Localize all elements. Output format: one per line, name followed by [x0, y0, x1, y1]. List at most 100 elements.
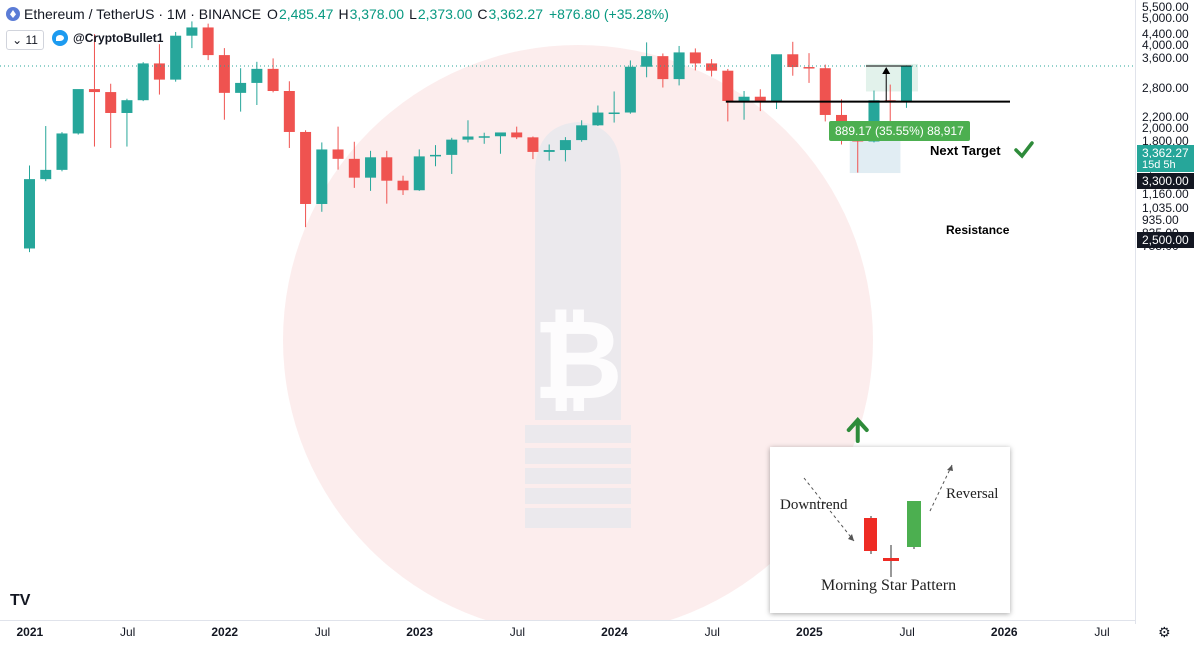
time-tick-label: 2021 — [16, 625, 44, 639]
candle-body — [868, 100, 880, 142]
open-value: 2,485.47 — [278, 6, 334, 22]
candle-body — [608, 112, 620, 115]
candle-body — [511, 132, 523, 138]
current-price-tag: 3,362.27 — [1137, 145, 1194, 161]
candle-body — [88, 89, 100, 93]
candle-body — [365, 157, 377, 178]
candle-body — [559, 140, 571, 151]
price-tick-label: 4,000.00 — [1142, 38, 1189, 53]
open-label: O — [267, 6, 278, 22]
countdown-tag: 15d 5h — [1137, 158, 1194, 172]
candle-body — [787, 54, 799, 68]
candle-body — [706, 63, 718, 71]
candle-body — [592, 112, 604, 126]
price-tick-label: 935.00 — [1142, 212, 1179, 227]
resistance-label: Resistance — [946, 223, 1010, 237]
close-label: C — [477, 6, 488, 22]
author-tag: @CryptoBullet1 — [52, 30, 163, 46]
candle-body — [170, 35, 182, 80]
candle-body — [819, 68, 831, 115]
candle-body — [137, 63, 149, 101]
candles-layer — [24, 21, 912, 253]
candle-body — [478, 136, 490, 138]
candle-body — [576, 125, 588, 141]
price-tick-label: 1,035.00 — [1142, 200, 1189, 215]
time-tick-label: 2025 — [796, 625, 823, 639]
candle-body — [251, 68, 263, 83]
time-tick-label: 2023 — [406, 625, 433, 639]
candle-body — [543, 150, 555, 152]
low-label: L — [409, 6, 417, 22]
symbol-title[interactable]: Ethereum / TetherUS · 1M · BINANCE — [24, 6, 262, 22]
author-handle: @CryptoBullet1 — [73, 31, 164, 45]
twitter-icon — [52, 30, 68, 46]
time-axis[interactable] — [0, 620, 1135, 645]
candle-body — [657, 56, 669, 80]
candle-body — [446, 139, 458, 155]
low-value: 2,373.00 — [417, 6, 473, 22]
check-icon — [1014, 141, 1034, 159]
reversal-label: Reversal — [946, 486, 999, 502]
morning-star-diagram — [803, 464, 953, 577]
candle-body — [462, 136, 474, 140]
candle-body — [300, 131, 312, 204]
time-tick-label: Jul — [899, 625, 915, 639]
candle-body — [527, 137, 539, 152]
time-tick-label: Jul — [509, 625, 526, 639]
time-tick-label: 2024 — [601, 625, 628, 639]
candle-body — [624, 66, 636, 113]
price-axis[interactable] — [1135, 0, 1200, 624]
candle-body — [722, 70, 734, 101]
price-tick-label: 5,000.00 — [1142, 11, 1189, 26]
high-label: H — [338, 6, 349, 22]
current-price-value: 3,362.27 — [1142, 146, 1189, 160]
candle-body — [121, 100, 133, 113]
candle-body — [754, 96, 766, 101]
downtrend-label: Downtrend — [780, 497, 848, 513]
pattern-title: Morning Star Pattern — [821, 577, 957, 594]
candle-body — [153, 63, 165, 80]
time-tick-label: 2022 — [211, 625, 239, 639]
time-tick-label: 2026 — [990, 625, 1018, 639]
price-tick-label: 4,400.00 — [1142, 26, 1189, 41]
change-value: +876.80 (+35.28%) — [548, 6, 669, 22]
next-target-label: Next Target — [930, 143, 1001, 158]
candle-body — [348, 158, 360, 178]
price-tick-label: 1,800.00 — [1142, 134, 1189, 149]
candle-body — [673, 52, 685, 80]
indicator-legend-toggle[interactable]: ⌄ 11 — [6, 30, 44, 50]
candle-body — [105, 92, 117, 113]
time-tick-label: Jul — [704, 625, 720, 639]
price-tick-label: 2,000.00 — [1142, 121, 1189, 136]
price-tick-label: 5,500.00 — [1142, 0, 1189, 14]
candle-body — [218, 55, 230, 93]
candle-body — [381, 157, 393, 181]
candle-body — [430, 154, 441, 157]
ethereum-logo-icon — [6, 7, 20, 21]
time-tick-label: Jul — [314, 625, 331, 639]
candle-body — [332, 149, 344, 159]
candle-body — [186, 27, 198, 36]
price-tick-label: 3,600.00 — [1142, 50, 1189, 65]
candle-body — [900, 65, 912, 103]
price-tick-label: 2,200.00 — [1142, 109, 1189, 124]
candle-body — [689, 52, 701, 64]
candle-body — [494, 132, 506, 137]
candle-body — [72, 89, 84, 134]
candle-body — [202, 27, 214, 56]
svg-text:₿: ₿ — [533, 296, 623, 424]
candle-body — [413, 156, 425, 191]
price-tick-label: 2,800.00 — [1142, 80, 1189, 95]
tradingview-logo[interactable]: TV — [10, 592, 31, 609]
gear-icon[interactable]: ⚙ — [1158, 624, 1171, 640]
time-tick-label: Jul — [1094, 625, 1110, 639]
candle-body — [738, 96, 750, 101]
candle-body — [803, 67, 815, 69]
candle-body — [267, 68, 279, 92]
morning-star-inset: Downtrend Reversal Morning Star Pattern — [770, 447, 1010, 613]
level-tag-upper: 3,300.00 — [1137, 173, 1194, 189]
time-tick-label: Jul — [119, 625, 136, 639]
candle-body — [40, 169, 52, 180]
price-tick-label: 1,160.00 — [1142, 186, 1189, 201]
